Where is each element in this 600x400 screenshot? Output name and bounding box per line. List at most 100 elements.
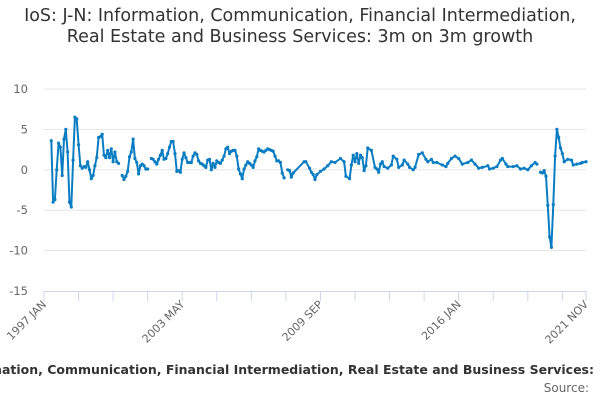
data-point xyxy=(142,164,146,168)
data-point xyxy=(227,152,232,156)
data-point xyxy=(78,164,82,168)
data-point xyxy=(280,171,284,175)
data-point xyxy=(315,173,319,177)
data-point xyxy=(304,160,308,164)
data-point xyxy=(542,169,546,173)
data-point xyxy=(480,165,484,169)
data-point xyxy=(386,166,390,170)
footer-caption: nation, Communication, Financial Interme… xyxy=(0,362,594,377)
data-point xyxy=(195,152,199,157)
data-point xyxy=(291,171,295,175)
data-point xyxy=(449,156,454,161)
data-point xyxy=(60,173,64,178)
y-tick-label: -15 xyxy=(9,284,28,298)
data-point xyxy=(566,157,570,161)
data-point xyxy=(313,177,317,182)
data-point xyxy=(413,165,417,169)
data-point xyxy=(122,177,126,182)
data-point xyxy=(93,164,97,168)
data-point xyxy=(136,172,141,176)
data-point xyxy=(166,152,170,156)
data-point xyxy=(220,158,224,162)
data-point xyxy=(380,160,384,164)
data-point xyxy=(89,177,93,181)
data-point xyxy=(366,146,370,150)
data-point xyxy=(400,163,404,167)
data-point xyxy=(546,203,550,207)
data-point xyxy=(218,161,223,165)
data-point xyxy=(111,160,115,164)
data-point xyxy=(253,159,257,163)
data-point xyxy=(244,163,248,167)
data-point xyxy=(109,147,113,151)
data-point xyxy=(466,160,470,165)
data-point xyxy=(289,175,293,179)
data-point xyxy=(84,165,88,169)
data-point xyxy=(551,202,555,207)
data-point xyxy=(98,135,102,139)
data-point xyxy=(278,160,283,165)
data-point xyxy=(435,160,439,165)
source-label: Source: xyxy=(543,381,589,395)
x-tick-label: 2009 SEP xyxy=(280,298,326,344)
data-point xyxy=(282,176,286,180)
data-point xyxy=(251,165,255,169)
data-point xyxy=(255,155,259,159)
data-point xyxy=(106,148,110,153)
data-point xyxy=(66,150,70,154)
data-point xyxy=(126,169,130,174)
data-point xyxy=(560,152,564,156)
data-point xyxy=(131,137,135,141)
data-point xyxy=(553,154,557,158)
data-point xyxy=(104,156,108,160)
data-point xyxy=(342,160,346,164)
data-point xyxy=(358,153,363,157)
data-point xyxy=(377,170,381,174)
data-point xyxy=(146,167,150,171)
data-point xyxy=(87,168,92,172)
data-point xyxy=(526,168,530,172)
data-point xyxy=(207,157,212,161)
y-tick-label: -5 xyxy=(17,203,28,217)
data-point xyxy=(184,156,188,160)
x-tick-label: 2021 NOV xyxy=(543,298,592,347)
data-point xyxy=(75,117,79,121)
data-point xyxy=(86,160,90,164)
data-point xyxy=(453,154,457,158)
chart-title: IoS: J-N: Information, Communication, Fi… xyxy=(24,6,576,47)
data-point xyxy=(322,167,326,171)
data-point xyxy=(164,156,168,161)
data-point xyxy=(238,172,243,176)
data-point xyxy=(196,159,201,163)
data-point xyxy=(540,171,544,175)
data-point xyxy=(311,173,315,177)
data-point xyxy=(548,235,552,239)
data-point xyxy=(189,160,193,165)
y-tick-label: -10 xyxy=(9,244,28,258)
data-point xyxy=(557,135,561,140)
data-point xyxy=(167,145,172,149)
data-point xyxy=(558,146,563,150)
data-point xyxy=(491,166,495,170)
data-point xyxy=(360,156,364,160)
data-point xyxy=(49,139,53,143)
data-point xyxy=(178,170,183,174)
data-point xyxy=(62,137,66,141)
data-point xyxy=(226,145,230,149)
data-point xyxy=(124,174,128,178)
data-point xyxy=(580,160,584,165)
data-point xyxy=(240,177,244,181)
data-point xyxy=(171,139,175,144)
data-point xyxy=(344,174,348,178)
data-point xyxy=(76,143,81,147)
data-point xyxy=(113,150,117,154)
data-point xyxy=(326,164,330,168)
data-point xyxy=(460,162,464,166)
y-tick-label: 5 xyxy=(21,122,28,136)
data-point xyxy=(389,163,393,167)
data-point xyxy=(504,162,508,166)
data-point xyxy=(506,164,510,169)
data-point xyxy=(355,152,359,156)
data-point xyxy=(549,245,554,249)
